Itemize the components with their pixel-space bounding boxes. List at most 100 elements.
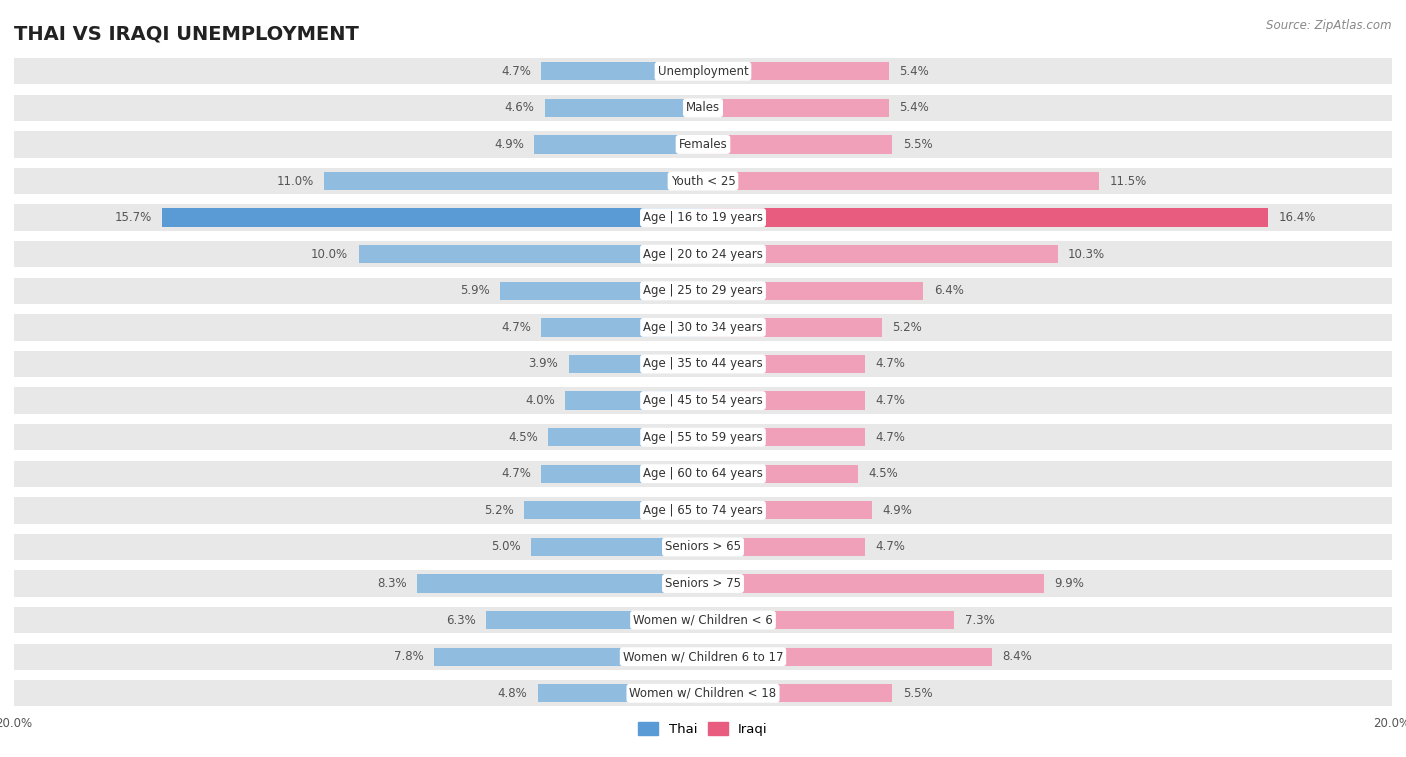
Text: 10.3%: 10.3% bbox=[1069, 248, 1105, 260]
Text: 4.6%: 4.6% bbox=[505, 101, 534, 114]
Text: 16.4%: 16.4% bbox=[1278, 211, 1316, 224]
Bar bbox=[14, 350, 1392, 377]
Bar bbox=[14, 460, 1392, 487]
Bar bbox=[703, 62, 889, 80]
Text: Seniors > 65: Seniors > 65 bbox=[665, 540, 741, 553]
Bar bbox=[14, 168, 1392, 195]
Bar bbox=[703, 318, 882, 337]
Bar bbox=[703, 647, 993, 666]
Bar bbox=[323, 172, 703, 190]
Bar bbox=[548, 428, 703, 447]
Bar bbox=[703, 537, 865, 556]
Text: Age | 35 to 44 years: Age | 35 to 44 years bbox=[643, 357, 763, 370]
Text: 8.4%: 8.4% bbox=[1002, 650, 1032, 663]
Text: 4.8%: 4.8% bbox=[498, 687, 527, 699]
Text: 5.5%: 5.5% bbox=[903, 138, 932, 151]
Text: THAI VS IRAQI UNEMPLOYMENT: THAI VS IRAQI UNEMPLOYMENT bbox=[14, 24, 359, 43]
Text: 5.0%: 5.0% bbox=[491, 540, 520, 553]
Bar bbox=[524, 501, 703, 519]
Text: 9.9%: 9.9% bbox=[1054, 577, 1084, 590]
Text: Age | 65 to 74 years: Age | 65 to 74 years bbox=[643, 504, 763, 517]
Text: 7.8%: 7.8% bbox=[394, 650, 425, 663]
Bar bbox=[565, 391, 703, 410]
Bar bbox=[703, 391, 865, 410]
Bar bbox=[703, 136, 893, 154]
Bar bbox=[14, 131, 1392, 157]
Bar bbox=[14, 58, 1392, 85]
Text: 6.3%: 6.3% bbox=[446, 614, 475, 627]
Text: 6.4%: 6.4% bbox=[934, 285, 963, 298]
Text: 5.2%: 5.2% bbox=[893, 321, 922, 334]
Bar bbox=[14, 278, 1392, 304]
Bar bbox=[541, 318, 703, 337]
Text: 4.9%: 4.9% bbox=[494, 138, 524, 151]
Text: 10.0%: 10.0% bbox=[311, 248, 349, 260]
Text: 4.7%: 4.7% bbox=[875, 431, 905, 444]
Bar bbox=[14, 643, 1392, 670]
Text: 5.2%: 5.2% bbox=[484, 504, 513, 517]
Text: 5.5%: 5.5% bbox=[903, 687, 932, 699]
Bar bbox=[568, 355, 703, 373]
Bar bbox=[14, 570, 1392, 597]
Text: 4.7%: 4.7% bbox=[875, 394, 905, 407]
Bar bbox=[537, 684, 703, 702]
Text: 4.7%: 4.7% bbox=[875, 357, 905, 370]
Bar bbox=[434, 647, 703, 666]
Bar bbox=[14, 388, 1392, 414]
Text: Women w/ Children 6 to 17: Women w/ Children 6 to 17 bbox=[623, 650, 783, 663]
Bar bbox=[703, 501, 872, 519]
Text: 4.5%: 4.5% bbox=[869, 467, 898, 480]
Text: Age | 30 to 34 years: Age | 30 to 34 years bbox=[643, 321, 763, 334]
Text: 15.7%: 15.7% bbox=[115, 211, 152, 224]
Bar bbox=[418, 575, 703, 593]
Text: Age | 20 to 24 years: Age | 20 to 24 years bbox=[643, 248, 763, 260]
Bar bbox=[14, 424, 1392, 450]
Text: 5.9%: 5.9% bbox=[460, 285, 489, 298]
Bar bbox=[486, 611, 703, 629]
Bar bbox=[703, 245, 1057, 263]
Bar bbox=[703, 428, 865, 447]
Bar bbox=[14, 534, 1392, 560]
Bar bbox=[544, 98, 703, 117]
Text: 4.7%: 4.7% bbox=[501, 321, 531, 334]
Text: 5.4%: 5.4% bbox=[900, 65, 929, 78]
Bar bbox=[359, 245, 703, 263]
Bar bbox=[703, 282, 924, 300]
Bar bbox=[14, 241, 1392, 267]
Bar bbox=[703, 355, 865, 373]
Text: Age | 55 to 59 years: Age | 55 to 59 years bbox=[643, 431, 763, 444]
Bar bbox=[14, 204, 1392, 231]
Text: 11.0%: 11.0% bbox=[277, 175, 314, 188]
Text: Seniors > 75: Seniors > 75 bbox=[665, 577, 741, 590]
Bar bbox=[162, 208, 703, 227]
Text: 7.3%: 7.3% bbox=[965, 614, 994, 627]
Bar bbox=[14, 680, 1392, 706]
Bar bbox=[499, 282, 703, 300]
Text: Unemployment: Unemployment bbox=[658, 65, 748, 78]
Bar bbox=[703, 208, 1268, 227]
Bar bbox=[703, 611, 955, 629]
Text: 3.9%: 3.9% bbox=[529, 357, 558, 370]
Text: 4.7%: 4.7% bbox=[501, 467, 531, 480]
Text: 4.5%: 4.5% bbox=[508, 431, 537, 444]
Text: Age | 25 to 29 years: Age | 25 to 29 years bbox=[643, 285, 763, 298]
Text: Age | 16 to 19 years: Age | 16 to 19 years bbox=[643, 211, 763, 224]
Bar bbox=[541, 465, 703, 483]
Text: Source: ZipAtlas.com: Source: ZipAtlas.com bbox=[1267, 19, 1392, 32]
Text: Males: Males bbox=[686, 101, 720, 114]
Bar bbox=[541, 62, 703, 80]
Text: Women w/ Children < 18: Women w/ Children < 18 bbox=[630, 687, 776, 699]
Text: Age | 45 to 54 years: Age | 45 to 54 years bbox=[643, 394, 763, 407]
Bar bbox=[534, 136, 703, 154]
Text: Females: Females bbox=[679, 138, 727, 151]
Bar bbox=[14, 95, 1392, 121]
Bar bbox=[531, 537, 703, 556]
Text: 4.7%: 4.7% bbox=[501, 65, 531, 78]
Text: 11.5%: 11.5% bbox=[1109, 175, 1147, 188]
Text: 4.0%: 4.0% bbox=[524, 394, 555, 407]
Bar bbox=[14, 497, 1392, 524]
Text: 4.7%: 4.7% bbox=[875, 540, 905, 553]
Text: 4.9%: 4.9% bbox=[882, 504, 912, 517]
Text: Women w/ Children < 6: Women w/ Children < 6 bbox=[633, 614, 773, 627]
Text: 8.3%: 8.3% bbox=[377, 577, 406, 590]
